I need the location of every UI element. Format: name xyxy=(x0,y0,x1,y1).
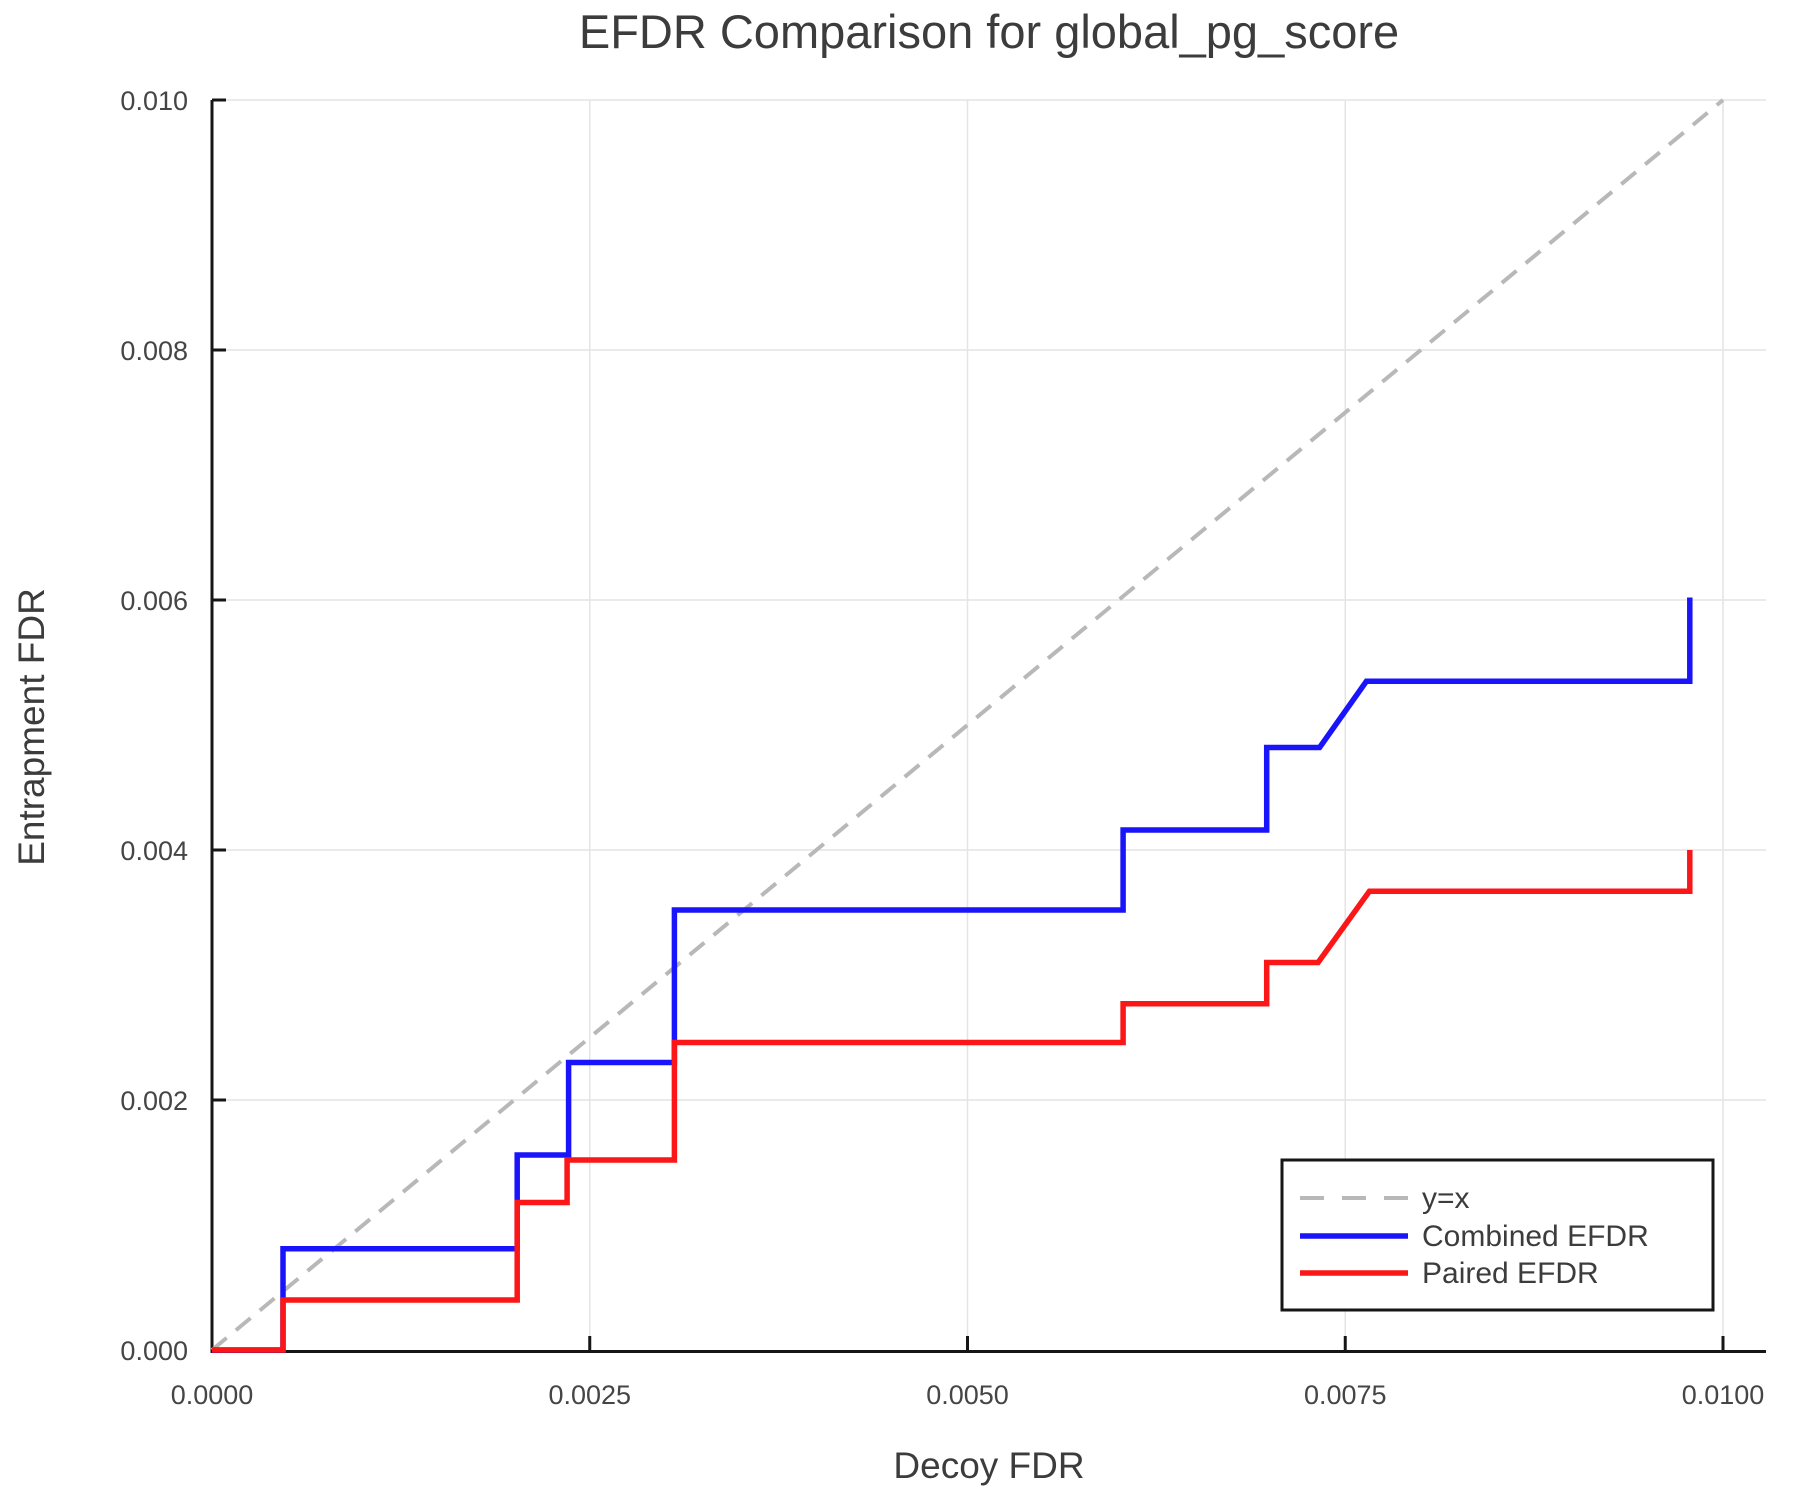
identity-reference-line xyxy=(210,98,1725,1352)
paired-efdr-line xyxy=(212,850,1693,1353)
x-tick-label: 0.0075 xyxy=(1304,1380,1387,1410)
gridlines xyxy=(212,99,1766,1350)
tick-labels: 0.0000 0.0025 0.0050 0.0075 0.0100 0.000 0.002… xyxy=(120,86,1764,1410)
legend-label-paired: Paired EFDR xyxy=(1422,1257,1599,1290)
legend: y=x Combined EFDR Paired EFDR xyxy=(1280,1158,1715,1312)
y-tick-label: 0.000 xyxy=(120,1336,188,1366)
x-tick-label: 0.0025 xyxy=(548,1380,631,1410)
y-tick-label: 0.002 xyxy=(120,1086,188,1116)
x-tick-label: 0.0100 xyxy=(1682,1380,1765,1410)
series-lines xyxy=(210,98,1725,1353)
x-tick-label: 0.0000 xyxy=(171,1380,254,1410)
chart-title: EFDR Comparison for global_pg_score xyxy=(579,5,1399,58)
x-tick-label: 0.0050 xyxy=(926,1380,1009,1410)
legend-label-combined: Combined EFDR xyxy=(1422,1220,1649,1253)
y-axis-label: Entrapment FDR xyxy=(11,588,52,866)
x-axis-label: Decoy FDR xyxy=(893,1445,1084,1486)
y-tick-label: 0.006 xyxy=(120,586,188,616)
y-tick-label: 0.010 xyxy=(120,86,188,116)
y-tick-label: 0.004 xyxy=(120,836,188,866)
combined-efdr-line xyxy=(212,597,1693,1353)
y-tick-label: 0.008 xyxy=(120,336,188,366)
legend-label-identity: y=x xyxy=(1422,1182,1470,1215)
